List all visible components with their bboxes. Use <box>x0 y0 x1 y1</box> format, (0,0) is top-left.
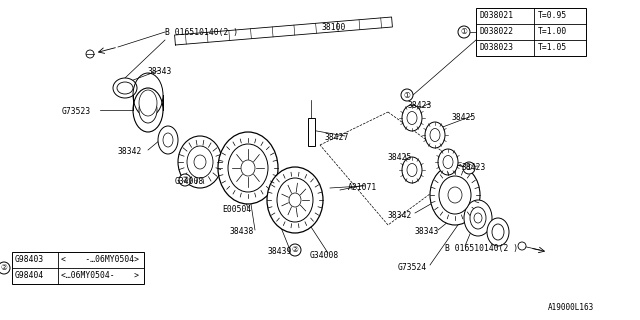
Bar <box>308 118 315 146</box>
Ellipse shape <box>474 213 482 223</box>
Ellipse shape <box>438 149 458 175</box>
Circle shape <box>0 262 10 274</box>
Text: ①: ① <box>404 91 410 100</box>
Ellipse shape <box>133 88 163 132</box>
Ellipse shape <box>267 167 323 233</box>
Text: G34008: G34008 <box>175 178 204 187</box>
Ellipse shape <box>487 218 509 246</box>
Ellipse shape <box>158 126 178 154</box>
Circle shape <box>401 89 413 101</box>
Ellipse shape <box>86 50 94 58</box>
Text: D038023: D038023 <box>479 44 513 52</box>
Text: 38100: 38100 <box>322 23 346 33</box>
Text: ①: ① <box>465 164 472 172</box>
Circle shape <box>289 244 301 256</box>
Ellipse shape <box>439 176 471 214</box>
Circle shape <box>179 174 191 186</box>
Text: 38343: 38343 <box>148 68 172 76</box>
Text: ②: ② <box>1 263 8 273</box>
Ellipse shape <box>407 111 417 124</box>
Ellipse shape <box>241 160 255 176</box>
Ellipse shape <box>430 165 480 225</box>
Ellipse shape <box>218 132 278 204</box>
Bar <box>12 252 144 284</box>
Ellipse shape <box>289 193 301 207</box>
Text: 38423: 38423 <box>408 100 433 109</box>
Text: B 016510140(2 ): B 016510140(2 ) <box>165 28 238 36</box>
Ellipse shape <box>402 157 422 183</box>
Text: ②: ② <box>182 175 188 185</box>
Ellipse shape <box>139 90 157 116</box>
Text: E00504: E00504 <box>222 205 252 214</box>
Ellipse shape <box>425 122 445 148</box>
Text: D038021: D038021 <box>479 12 513 20</box>
Ellipse shape <box>407 164 417 177</box>
Text: 38439: 38439 <box>268 247 292 257</box>
Text: B 016510140(2 ): B 016510140(2 ) <box>445 244 518 252</box>
Ellipse shape <box>277 178 313 222</box>
Text: A21071: A21071 <box>348 183 377 193</box>
Ellipse shape <box>470 207 486 229</box>
Text: <    -…06MY0504>: < -…06MY0504> <box>61 255 139 265</box>
Ellipse shape <box>443 156 453 169</box>
Text: A19000L163: A19000L163 <box>548 303 595 313</box>
Text: 38423: 38423 <box>462 164 486 172</box>
Bar <box>476 8 586 56</box>
Ellipse shape <box>492 224 504 240</box>
Polygon shape <box>175 17 392 45</box>
Text: G98404: G98404 <box>15 271 44 281</box>
Ellipse shape <box>113 78 137 98</box>
Text: G73523: G73523 <box>62 108 92 116</box>
Ellipse shape <box>464 200 492 236</box>
Text: 38438: 38438 <box>230 228 254 236</box>
Text: 38343: 38343 <box>415 228 440 236</box>
Text: T=1.00: T=1.00 <box>538 28 567 36</box>
Circle shape <box>458 26 470 38</box>
Text: D038022: D038022 <box>479 28 513 36</box>
Text: 38342: 38342 <box>118 148 142 156</box>
Ellipse shape <box>430 129 440 141</box>
Ellipse shape <box>139 97 157 123</box>
Ellipse shape <box>448 187 462 203</box>
Text: G34008: G34008 <box>310 251 339 260</box>
Ellipse shape <box>194 155 206 169</box>
Ellipse shape <box>402 105 422 131</box>
Text: 38427: 38427 <box>325 133 349 142</box>
Text: T=0.95: T=0.95 <box>538 12 567 20</box>
Text: ②: ② <box>292 245 298 254</box>
Ellipse shape <box>228 144 268 192</box>
Circle shape <box>463 162 475 174</box>
Ellipse shape <box>117 82 133 94</box>
Ellipse shape <box>518 242 526 250</box>
Text: 38342: 38342 <box>388 211 412 220</box>
Ellipse shape <box>163 133 173 147</box>
Text: 38425: 38425 <box>452 114 476 123</box>
Text: T=1.05: T=1.05 <box>538 44 567 52</box>
Text: G98403: G98403 <box>15 255 44 265</box>
Ellipse shape <box>187 146 213 178</box>
Text: ①: ① <box>461 28 467 36</box>
Text: G73524: G73524 <box>398 263 428 273</box>
Ellipse shape <box>178 136 222 188</box>
Text: 38425: 38425 <box>388 154 412 163</box>
Text: <…06MY0504-    >: <…06MY0504- > <box>61 271 139 281</box>
